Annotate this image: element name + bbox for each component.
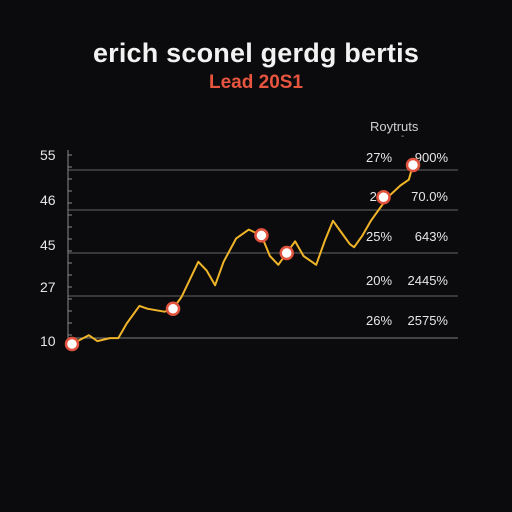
row-label-right: 2445% — [408, 273, 449, 288]
row-label-right: 900% — [415, 150, 449, 165]
row-label-right: 70.0% — [411, 189, 448, 204]
legend-mark: - — [401, 131, 405, 142]
chart-subtitle: Lead 20S1 — [209, 72, 303, 93]
series-line — [71, 164, 414, 345]
data-point-marker — [254, 228, 269, 243]
data-point-marker — [376, 190, 391, 205]
data-point-marker — [64, 336, 80, 352]
y-tick-label: 55 — [40, 147, 56, 163]
row-label-left: 25% — [366, 229, 392, 244]
y-tick-label: 46 — [40, 192, 56, 208]
y-tick-label: 27 — [40, 279, 56, 295]
row-label-left: 27% — [366, 150, 392, 165]
y-tick-label: 10 — [40, 333, 56, 349]
y-tick-label: 45 — [40, 237, 56, 253]
row-label-left: 20% — [366, 273, 392, 288]
row-label-left: 26% — [366, 313, 392, 328]
data-point-marker — [165, 301, 181, 317]
row-label-right: 2575% — [408, 313, 449, 328]
data-point-marker — [279, 245, 294, 261]
legend-title: Roytruts — [370, 119, 419, 134]
row-label-right: 643% — [415, 229, 449, 244]
chart-title: erich sconel gerdg bertis — [92, 38, 420, 68]
data-point-marker — [405, 157, 421, 173]
